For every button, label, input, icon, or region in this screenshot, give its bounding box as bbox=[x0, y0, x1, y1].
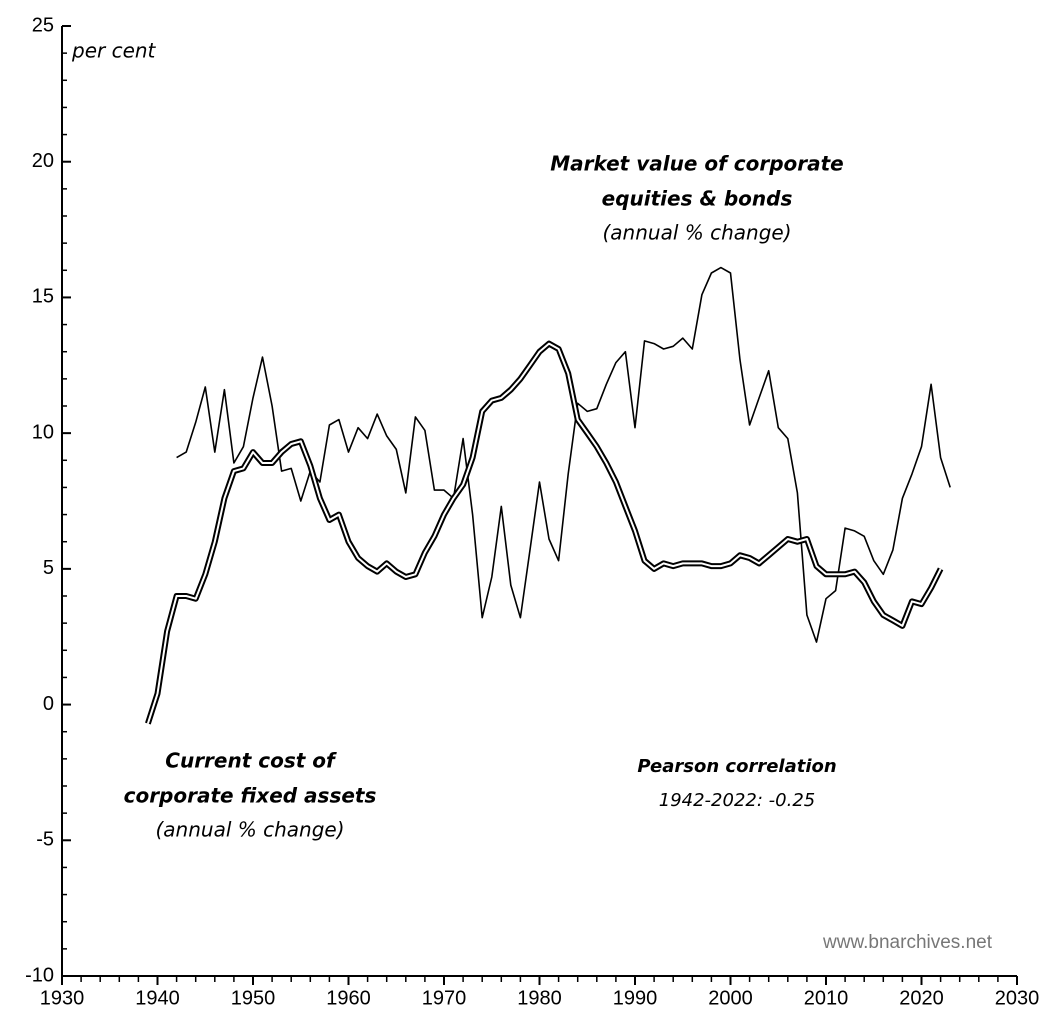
x-tick-label: 1980 bbox=[517, 987, 562, 1009]
annotation: (annual % change) bbox=[602, 221, 791, 245]
y-tick-label: 25 bbox=[32, 14, 54, 36]
y-tick-label: 20 bbox=[32, 150, 54, 172]
x-tick-label: 1930 bbox=[40, 987, 85, 1009]
y-tick-label: 10 bbox=[32, 421, 54, 443]
series-line-inner bbox=[146, 342, 942, 724]
annotation: corporate fixed assets bbox=[124, 784, 377, 808]
annotation: Pearson correlation bbox=[637, 756, 836, 777]
x-tick-label: 2020 bbox=[899, 987, 944, 1009]
annotation: (annual % change) bbox=[155, 818, 344, 842]
annotation: Current cost of bbox=[165, 749, 337, 773]
x-tick-label: 1950 bbox=[231, 987, 276, 1009]
x-tick-label: 1970 bbox=[422, 987, 467, 1009]
x-tick-label: 1940 bbox=[135, 987, 180, 1009]
annotation: Market value of corporate bbox=[550, 152, 844, 176]
y-tick-label: 15 bbox=[32, 286, 54, 308]
y-tick-label: -5 bbox=[36, 829, 54, 851]
x-tick-label: 2010 bbox=[804, 987, 849, 1009]
y-tick-label: 5 bbox=[43, 557, 54, 579]
y-axis-label: per cent bbox=[71, 39, 157, 63]
series-line bbox=[176, 266, 951, 643]
x-tick-label: 1960 bbox=[326, 987, 371, 1009]
source: www.bnarchives.net bbox=[822, 932, 993, 953]
y-tick-label: -10 bbox=[25, 964, 54, 986]
annotation: 1942-2022: -0.25 bbox=[659, 790, 815, 811]
x-tick-label: 2000 bbox=[708, 987, 753, 1009]
x-tick-label: 1990 bbox=[613, 987, 658, 1009]
x-tick-label: 2030 bbox=[995, 987, 1040, 1009]
series-line bbox=[145, 340, 944, 725]
y-tick-label: 0 bbox=[43, 693, 54, 715]
annotation: equities & bonds bbox=[602, 187, 793, 211]
